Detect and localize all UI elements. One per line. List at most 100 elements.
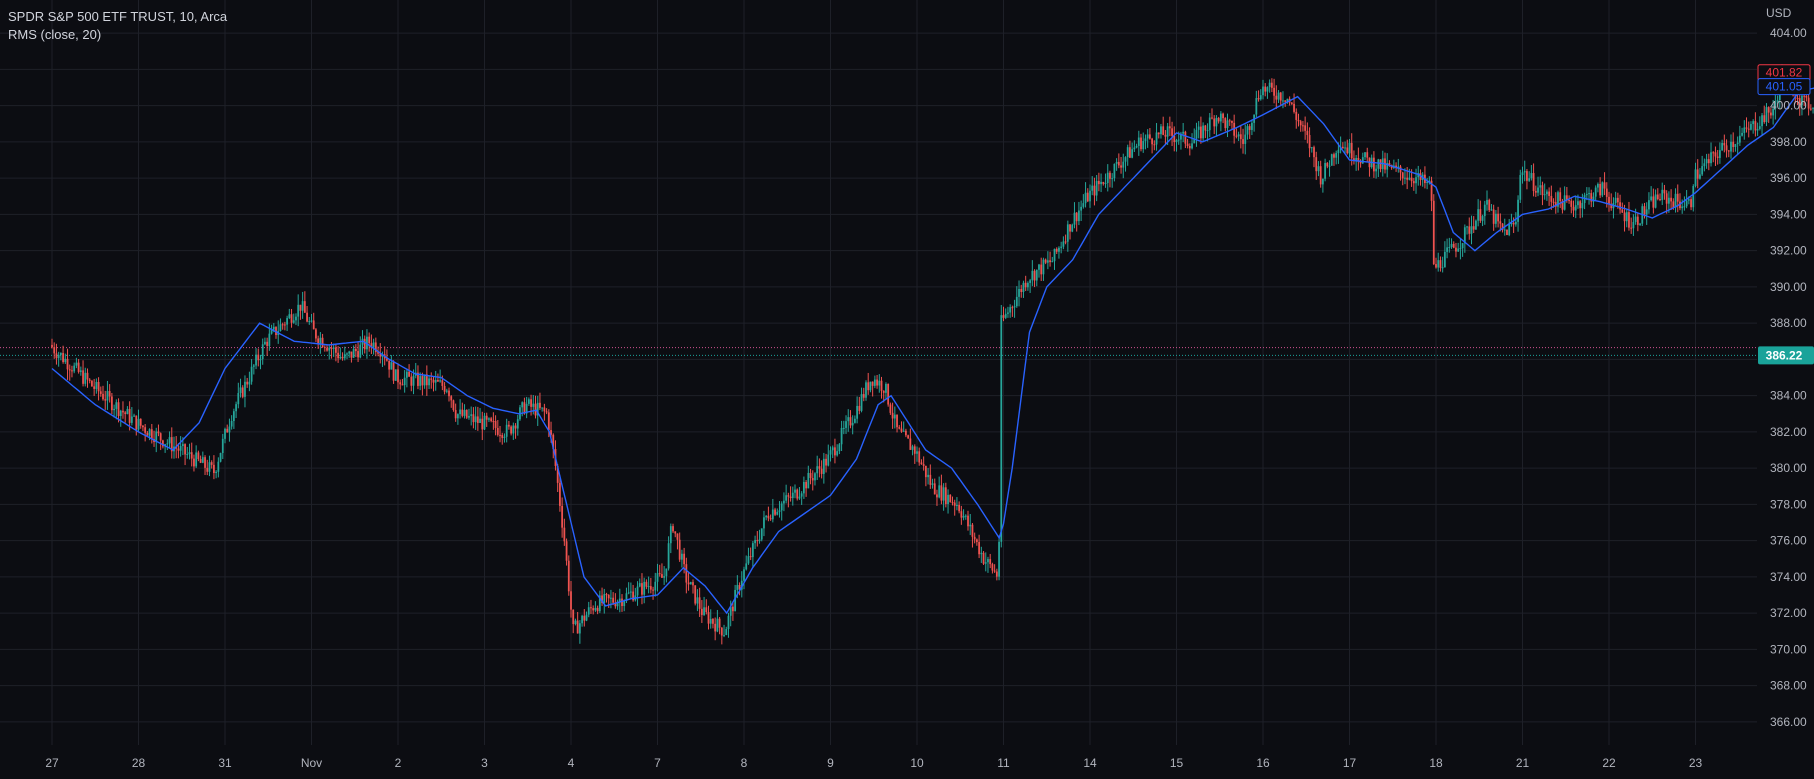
candle [1040, 257, 1043, 281]
candle [308, 317, 311, 325]
symbol-title[interactable]: SPDR S&P 500 ETF TRUST, 10, Arca [8, 9, 228, 24]
x-tick-label: 11 [997, 756, 1010, 770]
candle [390, 355, 393, 370]
candle [1217, 116, 1220, 124]
candle [714, 617, 717, 641]
candle [627, 582, 630, 595]
candle [1295, 108, 1298, 129]
candle [1654, 189, 1657, 209]
candle [1466, 225, 1468, 235]
candle [264, 337, 266, 346]
candle [865, 380, 867, 401]
candle [386, 349, 388, 362]
candle [1078, 201, 1080, 226]
candle [995, 568, 998, 581]
candle [1273, 78, 1275, 104]
candle [787, 492, 790, 508]
candle [1541, 181, 1544, 206]
candle [922, 456, 925, 471]
candle [213, 455, 215, 480]
candle [776, 508, 779, 516]
candle [1439, 256, 1442, 272]
candle [1614, 191, 1617, 206]
candle [1437, 252, 1440, 272]
candle [1574, 195, 1577, 219]
candle [219, 452, 222, 463]
candle [1089, 184, 1091, 208]
candle [800, 491, 803, 505]
candle [512, 422, 515, 440]
candle [1623, 204, 1626, 232]
x-tick-label: 7 [654, 756, 661, 770]
currency-label: USD [1766, 6, 1792, 20]
candle [1317, 161, 1320, 177]
candle [581, 614, 583, 627]
candle [905, 428, 907, 438]
candle [849, 410, 852, 429]
candle [401, 378, 404, 386]
candle [108, 384, 111, 403]
candle [913, 444, 916, 464]
candle [696, 589, 699, 612]
candle [583, 609, 586, 627]
candle [1208, 113, 1211, 138]
candle [1348, 138, 1351, 158]
candle [142, 425, 144, 432]
candle [1015, 286, 1018, 308]
candle [75, 357, 78, 369]
time-axis[interactable]: 27 28 31 Nov 2 3 4 7 8 9 10 11 14 15 16 17 18 21 22 23 [45, 756, 1702, 770]
candle [1029, 278, 1032, 293]
candle [1113, 163, 1116, 182]
candle [840, 420, 843, 451]
candle [794, 484, 796, 499]
y-tick-label: 398.00 [1770, 135, 1807, 149]
candle [1035, 269, 1038, 287]
candle [250, 359, 253, 385]
candle [476, 406, 479, 431]
candle [975, 538, 978, 546]
candle [1750, 121, 1752, 131]
candle [1727, 149, 1730, 158]
candle [725, 626, 728, 636]
candle [1328, 160, 1331, 177]
candle [1102, 181, 1105, 186]
y-tick-label: 392.00 [1770, 244, 1807, 258]
candle [1648, 192, 1650, 214]
candle [920, 459, 923, 465]
candle [592, 605, 595, 615]
candle [643, 577, 646, 604]
candle [1175, 138, 1178, 152]
candle [221, 433, 224, 459]
candle [306, 306, 308, 323]
candle [1632, 214, 1635, 236]
candle [1290, 101, 1293, 106]
candle [137, 409, 140, 432]
candle [1510, 213, 1513, 227]
candle [798, 487, 801, 500]
candle [463, 404, 466, 419]
candle [321, 333, 324, 348]
candle [978, 534, 981, 559]
candle [1543, 183, 1546, 200]
candle [933, 478, 936, 495]
candle [598, 590, 601, 614]
indicator-label[interactable]: RMS (close, 20) [8, 27, 102, 42]
candle [760, 528, 763, 542]
candle [443, 382, 446, 395]
candle [1299, 119, 1302, 132]
candle [1619, 194, 1621, 214]
candle [95, 378, 98, 394]
candle [113, 404, 116, 418]
candle [763, 510, 765, 537]
candle [785, 484, 788, 504]
candle [942, 483, 945, 511]
candle [1073, 202, 1076, 229]
candle [339, 347, 342, 360]
candle [1461, 242, 1464, 257]
candle [1761, 113, 1763, 136]
candle [1710, 142, 1712, 167]
candle [461, 402, 464, 418]
chart-legend: SPDR S&P 500 ETF TRUST, 10, Arca RMS (cl… [8, 8, 227, 44]
candle [130, 407, 133, 426]
